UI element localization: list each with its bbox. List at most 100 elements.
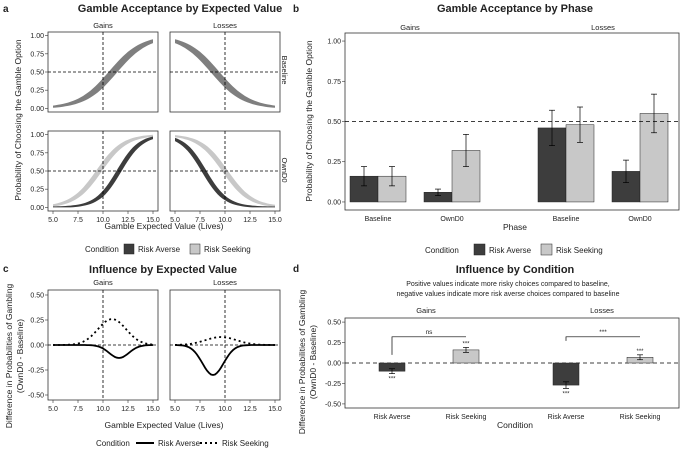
panel-a-row-baseline: Baseline xyxy=(280,56,289,85)
panel-c-gains-ytick-label: 0.50 xyxy=(30,293,44,300)
panel-a-gains-ownd0-xtick-label: 15.0 xyxy=(146,217,160,224)
panel-a-ylabel: Probability of Choosing the Gamble Optio… xyxy=(13,39,23,200)
panel-b-ylabel: Probability of Choosing the Gamble Optio… xyxy=(304,40,314,201)
panel-a-band-gains_baseline xyxy=(53,39,153,108)
panel-b-xlabel: Phase xyxy=(503,222,527,232)
panel-a-gains-baseline-ytick-label: 0.50 xyxy=(30,70,44,77)
panel-d-facet-gains: Gains xyxy=(416,306,436,315)
panel-a-losses-ownd0-xtick-label: 10.0 xyxy=(218,217,232,224)
panel-c-legend: Condition Risk Averse Risk Seeking xyxy=(96,439,269,448)
panel-letter-b: b xyxy=(293,4,299,15)
panel-d-subtitle-1: Positive values indicate more risky choi… xyxy=(406,281,610,288)
panel-d-bracket xyxy=(565,336,640,341)
panel-a-legend-averse: Risk Averse xyxy=(138,245,181,254)
panel-d-bar-sig: *** xyxy=(462,341,470,347)
panel-a-legend-swatch-seeking xyxy=(189,243,201,255)
panel-c-gains-ytick-label: 0.00 xyxy=(30,343,44,350)
panel-c-losses-xtick-label: 15.0 xyxy=(268,406,282,413)
panel-c-col-losses: Losses xyxy=(213,278,237,287)
panel-a-gains-ownd0-ytick-label: 0.75 xyxy=(30,150,44,157)
panel-a-legend-swatch-averse xyxy=(123,243,135,255)
panel-c-losses-line-seeking xyxy=(175,336,275,346)
panel-c-losses-xtick-label: 5.0 xyxy=(170,406,180,413)
panel-a-band-gains_averse xyxy=(53,136,153,208)
panel-a-gains-ownd0-ytick-label: 1.00 xyxy=(30,132,44,139)
panel-a-xlabel: Gamble Expected Value (Lives) xyxy=(105,221,224,231)
panel-d-category-label: Risk Seeking xyxy=(446,414,487,421)
panel-a-gains-baseline-ytick-label: 0.75 xyxy=(30,51,44,58)
panel-letter-a: a xyxy=(3,4,9,15)
panel-a-plots: 0.00 0.25 0.50 0.75 1.00 5.0 7.5 10.0 12.5 15.0 0.… xyxy=(30,31,282,224)
panel-b-ytick-label: 0.25 xyxy=(327,159,341,166)
panel-a-band-losses_averse xyxy=(175,137,275,208)
panel-a-gains-ownd0-ytick-label: 0.50 xyxy=(30,169,44,176)
panel-d-ytick-label: 0.25 xyxy=(327,340,341,347)
panel-c-gains-xtick-label: 12.5 xyxy=(121,406,135,413)
panel-d-bar-sig: *** xyxy=(562,391,570,397)
panel-b-legend-swatch-averse xyxy=(473,243,486,256)
panel-c-legend-averse: Risk Averse xyxy=(158,439,201,448)
panel-a-gains-ownd0-ytick-label: 0.00 xyxy=(30,205,44,212)
panel-b-legend-title: Condition xyxy=(425,246,459,255)
panel-d-facet-losses: Losses xyxy=(590,306,614,315)
panel-a-gains-ownd0-xtick-label: 7.5 xyxy=(73,217,83,224)
panel-a-losses-ownd0-xtick-label: 15.0 xyxy=(268,217,282,224)
panel-d-plot: -0.50 -0.25 0.00 0.25 0.50 *** Risk Averse *** R… xyxy=(325,317,680,421)
panel-d-xlabel: Condition xyxy=(497,420,533,430)
panel-d-bar-sig: *** xyxy=(388,377,396,383)
panel-b-facet-gains: Gains xyxy=(400,23,420,32)
panel-a-title: Gamble Acceptance by Expected Value xyxy=(78,3,282,15)
panel-a-gains-baseline-ytick-label: 1.00 xyxy=(30,33,44,40)
panel-b-category-label: OwnD0 xyxy=(440,216,463,223)
panel-b-ytick-label: 1.00 xyxy=(327,39,341,46)
panel-c-losses-xtick-label: 10.0 xyxy=(218,406,232,413)
panel-b-ytick-label: 0.00 xyxy=(327,199,341,206)
panel-a-col-losses: Losses xyxy=(213,21,237,30)
panel-c-legend-seeking: Risk Seeking xyxy=(222,439,269,448)
panel-a-losses-ownd0-xtick-label: 12.5 xyxy=(243,217,257,224)
panel-a-row-ownd0: OwnD0 xyxy=(280,157,289,182)
panel-d-ylabel-2: (OwnD0 - Baseline) xyxy=(308,325,318,399)
panel-b-facet-losses: Losses xyxy=(591,23,615,32)
panel-a-gains-baseline-ytick-label: 0.25 xyxy=(30,88,44,95)
panel-letter-d: d xyxy=(293,264,299,275)
panel-b-legend-averse: Risk Averse xyxy=(489,246,532,255)
panel-a-legend-title: Condition xyxy=(85,245,119,254)
panel-a-gains-ownd0-xtick-label: 5.0 xyxy=(48,217,58,224)
panel-b-category-label: Baseline xyxy=(553,216,580,223)
panel-d-ytick-label: 0.50 xyxy=(327,320,341,327)
panel-a-gains-ownd0-ytick-label: 0.25 xyxy=(30,187,44,194)
panel-d-ytick-label: -0.50 xyxy=(325,401,341,408)
panel-d-category-label: Risk Seeking xyxy=(620,414,661,421)
panel-d-comparison-label: *** xyxy=(599,329,607,336)
panel-a-losses-ownd0-xtick-label: 5.0 xyxy=(170,217,180,224)
panel-c-plots: 5.0 7.5 10.0 12.5 15.0 -0.50 -0.25 0.00 0.25 0.50… xyxy=(28,289,282,413)
panel-c-gains-xtick-label: 7.5 xyxy=(73,406,83,413)
panel-d-ytick-label: -0.25 xyxy=(325,381,341,388)
panel-b-ytick-label: 0.75 xyxy=(327,79,341,86)
panel-d-comparison-label: ns xyxy=(426,329,434,336)
panel-a-losses-ownd0-xtick-label: 7.5 xyxy=(195,217,205,224)
panel-b-category-label: Baseline xyxy=(365,216,392,223)
panel-a-band-losses_baseline xyxy=(175,39,275,108)
panel-b-legend-seeking: Risk Seeking xyxy=(556,246,603,255)
panel-c-legend-title: Condition xyxy=(96,439,130,448)
panel-c-gains-xtick-label: 5.0 xyxy=(48,406,58,413)
panel-b-legend-swatch-seeking xyxy=(540,243,553,256)
panel-c-losses-xtick-label: 12.5 xyxy=(243,406,257,413)
panel-a-legend-seeking: Risk Seeking xyxy=(204,245,251,254)
panel-a-gains-ownd0-xtick-label: 10.0 xyxy=(96,217,110,224)
panel-c-gains-ytick-label: -0.50 xyxy=(28,393,44,400)
panel-c-gains-ytick-label: -0.25 xyxy=(28,368,44,375)
panel-c-xlabel: Gamble Expected Value (Lives) xyxy=(105,420,224,430)
panel-d-bar-sig: *** xyxy=(636,349,644,355)
panel-a-col-gains: Gains xyxy=(93,21,113,30)
panel-d-bracket xyxy=(391,336,466,355)
panel-a-legend: Condition Risk Averse Risk Seeking xyxy=(85,243,251,255)
panel-c-col-gains: Gains xyxy=(93,278,113,287)
panel-c-gains-xtick-label: 10.0 xyxy=(96,406,110,413)
panel-d-title: Influence by Condition xyxy=(456,264,575,276)
panel-b-category-label: OwnD0 xyxy=(628,216,651,223)
panel-b-plot: 0.00 0.25 0.50 0.75 1.00 Baseline OwnD0 Baselin… xyxy=(327,32,680,223)
